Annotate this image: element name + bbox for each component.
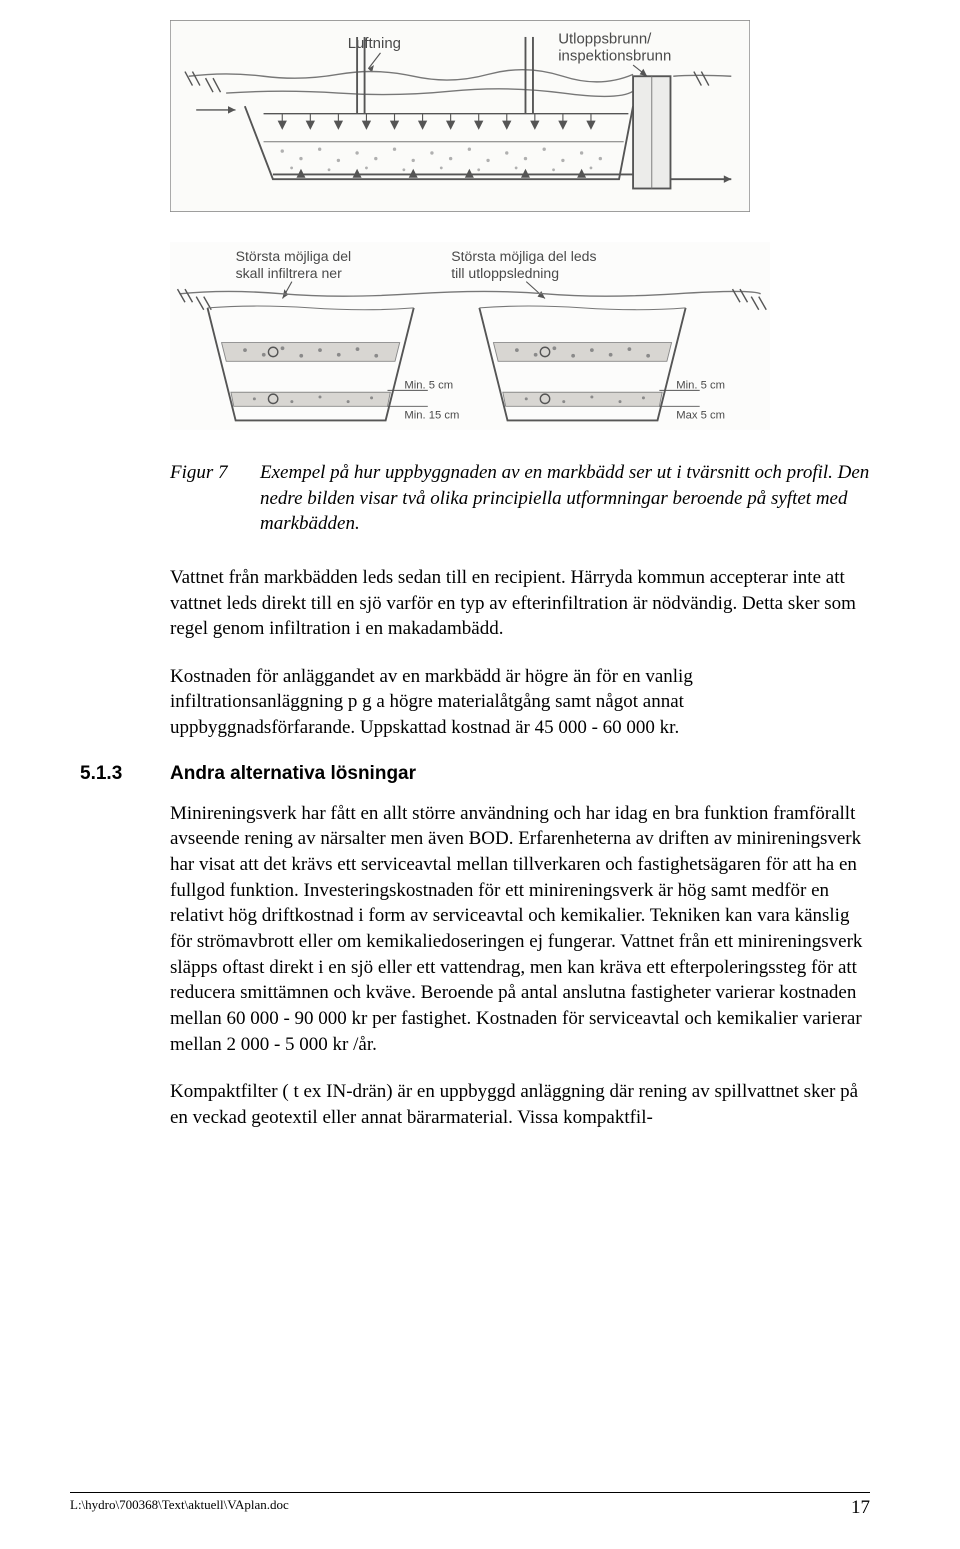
dim-left-min15: Min. 15 cm [404,410,459,422]
figure-label: Figur 7 [170,460,260,537]
paragraph-3: Minireningsverk har fått en allt större … [170,801,870,1057]
paragraph-4: Kompaktfilter ( t ex IN-drän) är en uppb… [170,1079,870,1130]
label-utlopp-2: inspektionsbrunn [558,47,671,64]
footer-path: L:\hydro\700368\Text\aktuell\VAplan.doc [70,1497,289,1519]
svg-text:Största möjliga del: Största möjliga del [236,248,352,264]
paragraph-1: Vattnet från markbädden leds sedan till … [170,565,870,642]
figure-7-top: Luftning Utloppsbrunn/ inspektionsbrunn [170,20,870,212]
label-utlopp-1: Utloppsbrunn/ [558,31,652,48]
figure-caption-text: Exempel på hur uppbyggnaden av en markbä… [260,460,870,537]
paragraph-2: Kostnaden för anläggandet av en markbädd… [170,664,870,741]
svg-text:Största möjliga del leds: Största möjliga del leds [451,248,596,264]
figure-7-bottom: Största möjliga del skall infiltrera ner… [170,242,870,430]
svg-text:skall infiltrera ner: skall infiltrera ner [236,265,342,281]
svg-text:till utloppsledning: till utloppsledning [451,265,559,281]
section-heading: 5.1.3 Andra alternativa lösningar [80,763,870,785]
dim-right-max5: Max 5 cm [676,410,725,422]
label-luftning: Luftning [348,35,401,52]
dim-right-min5: Min. 5 cm [676,380,725,392]
section-title: Andra alternativa lösningar [170,763,416,785]
section-number: 5.1.3 [80,763,170,785]
page-footer: L:\hydro\700368\Text\aktuell\VAplan.doc … [70,1492,870,1519]
dim-left-min5: Min. 5 cm [404,380,453,392]
page-number: 17 [851,1497,870,1519]
figure-caption: Figur 7 Exempel på hur uppbyggnaden av e… [170,460,870,537]
